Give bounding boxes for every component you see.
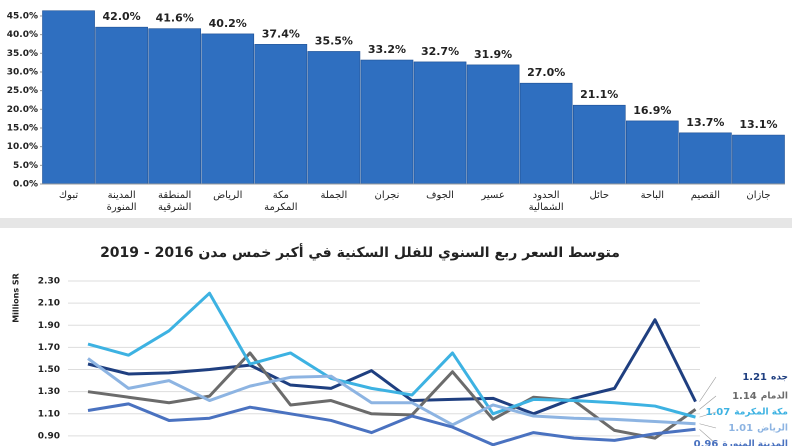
- value-label: 41.6%: [156, 12, 194, 25]
- value-label: 32.7%: [421, 45, 459, 58]
- value-label: 13.7%: [686, 116, 724, 129]
- bar: [201, 33, 255, 185]
- end-value-label: 1.01: [728, 423, 753, 434]
- series-name: جده: [771, 373, 788, 383]
- y-tick-label: 2.10: [38, 299, 60, 309]
- x-tick-label: حائل: [589, 190, 610, 201]
- leader-line: [699, 423, 717, 429]
- line: [87, 291, 696, 419]
- y-tick-label: 30.0%: [7, 67, 38, 77]
- bar: [307, 51, 361, 185]
- y-tick-label: 0.90: [38, 431, 60, 441]
- bar: [413, 61, 467, 185]
- leader-line: [699, 429, 717, 445]
- x-tick-label: المنطقة الشرقية: [157, 190, 192, 213]
- y-tick-label: 1.30: [38, 387, 60, 397]
- x-tick-label: الباحة: [640, 190, 665, 201]
- end-value-label: 1.14: [732, 391, 757, 402]
- series-name: الرياض: [757, 424, 788, 434]
- y-tick-label: 0.0%: [13, 180, 38, 190]
- y-tick-label: 25.0%: [7, 86, 38, 96]
- end-value-label: 0.96: [694, 439, 719, 446]
- bar: [42, 10, 95, 185]
- leader-line: [699, 395, 717, 410]
- value-label: 27.0%: [527, 66, 565, 79]
- x-tick-label: مكة المكرمة: [264, 190, 298, 213]
- bar: [95, 26, 148, 185]
- y-tick-label: 1.10: [38, 409, 60, 419]
- y-tick-label: 10.0%: [7, 142, 38, 152]
- value-label: 31.9%: [474, 48, 512, 61]
- bar: [360, 59, 414, 185]
- value-label: 35.5%: [315, 34, 353, 47]
- y-tick-label: 2.30: [38, 277, 60, 287]
- y-axis-label: Millions SR: [12, 273, 21, 323]
- x-tick-label: تبوك: [58, 190, 79, 201]
- series-name: المدينة المنورة: [722, 440, 788, 446]
- line: [87, 357, 696, 427]
- line: [87, 318, 697, 416]
- end-value-label: 1.07: [706, 407, 731, 418]
- bar: [254, 44, 308, 185]
- series-name: الدمام: [761, 392, 788, 402]
- y-tick-label: 5.0%: [13, 161, 38, 171]
- x-tick-label: جازان: [746, 190, 771, 201]
- bar: [148, 28, 202, 185]
- value-label: 37.4%: [262, 27, 300, 40]
- y-tick-label: 35.0%: [7, 49, 38, 59]
- series-name: مكة المكرمة: [734, 408, 788, 418]
- y-tick-label: 1.50: [38, 365, 60, 375]
- value-label: 40.2%: [209, 17, 247, 30]
- value-label: 42.0%: [103, 10, 141, 23]
- bar: [625, 120, 679, 185]
- leader-line: [699, 376, 717, 402]
- y-tick-label: 1.70: [38, 343, 60, 353]
- value-label: 21.1%: [580, 88, 618, 101]
- x-tick-label: الحدود الشمالية: [528, 190, 564, 213]
- value-label: 16.9%: [633, 104, 671, 117]
- y-tick-label: 15.0%: [7, 123, 38, 133]
- leader-line: [699, 411, 717, 418]
- value-label: 33.2%: [368, 43, 406, 56]
- line: [87, 351, 697, 440]
- y-tick-label: 40.0%: [7, 30, 38, 40]
- x-tick-label: الجوف: [426, 190, 454, 201]
- bar: [519, 82, 573, 185]
- y-tick-label: 1.90: [38, 321, 60, 331]
- y-tick-label: 45.0%: [7, 11, 38, 21]
- x-tick-label: المدينة المنورة: [106, 190, 137, 213]
- chart-title: متوسط السعر ربع السنوي للفلل السكنية في …: [100, 243, 620, 262]
- bar: [732, 134, 785, 185]
- x-tick-label: الجملة: [320, 190, 348, 201]
- bar: [466, 64, 520, 185]
- value-label: 13.1%: [739, 118, 777, 131]
- x-tick-label: الرياض: [213, 190, 243, 201]
- end-value-label: 1.21: [742, 372, 767, 383]
- line: [87, 402, 696, 446]
- y-tick-label: 20.0%: [7, 105, 38, 115]
- separator: [0, 218, 792, 228]
- x-tick-label: القصيم: [690, 190, 720, 201]
- x-tick-label: نجران: [374, 190, 400, 201]
- bar: [679, 132, 732, 185]
- bar: [572, 104, 626, 185]
- x-tick-label: عسير: [481, 190, 505, 201]
